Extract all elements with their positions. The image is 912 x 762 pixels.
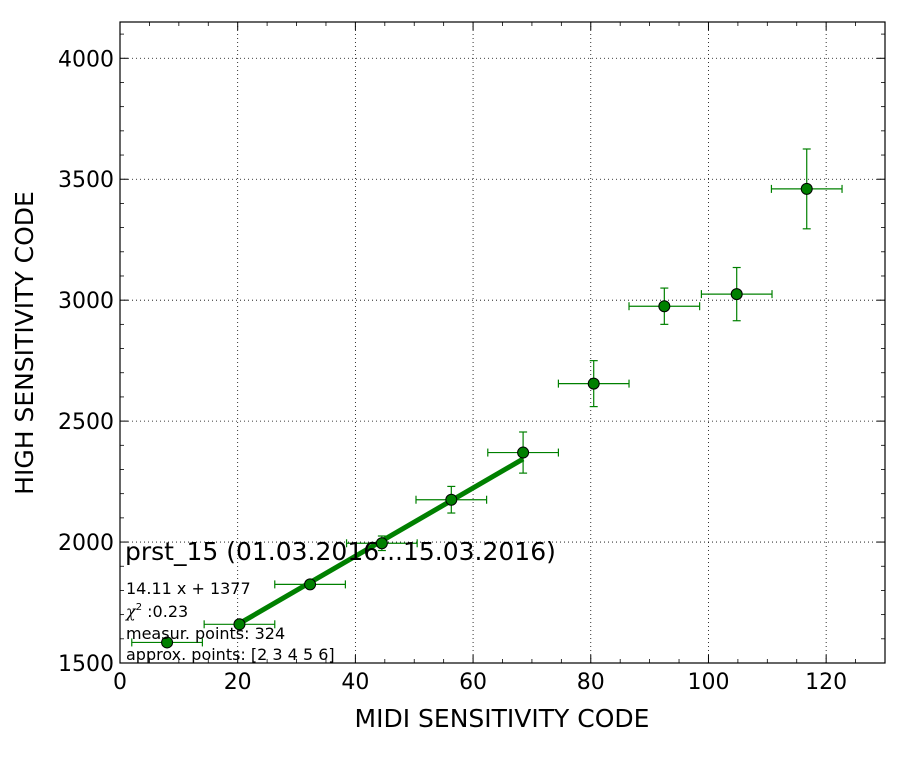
data-point	[587, 377, 600, 390]
x-axis-title: MIDI SENSITIVITY CODE	[355, 704, 650, 733]
chi-superscript: 2	[136, 602, 142, 613]
major-ticks	[119, 22, 885, 664]
data-point	[161, 636, 174, 649]
x-tick-label: 20	[224, 670, 252, 695]
x-tick-label: 40	[341, 670, 369, 695]
minor-ticks	[120, 22, 886, 663]
annotation-block: prst_15 (01.03.2016...15.03.2016) 14.11 …	[125, 537, 556, 664]
annotation-measur-points: measur. points: 324	[126, 624, 285, 643]
data-point	[375, 537, 388, 550]
y-tick-label: 2500	[58, 410, 114, 435]
y-tick-label: 1500	[58, 652, 114, 677]
annotation-title: prst_15 (01.03.2016...15.03.2016)	[125, 537, 556, 566]
y-tick-label: 3000	[58, 289, 114, 314]
x-tick-label: 0	[113, 670, 127, 695]
plot-area	[120, 22, 885, 663]
x-tick-label: 100	[687, 670, 729, 695]
x-tick-label: 80	[577, 670, 605, 695]
data-points	[161, 182, 813, 649]
chi-symbol: χ	[125, 602, 137, 621]
data-point	[658, 300, 671, 313]
annotation-chi-squared: χ2 :0.23	[125, 602, 188, 621]
x-tick-label: 60	[459, 670, 487, 695]
annotation-approx-points: approx. points: [2 3 4 5 6]	[126, 645, 335, 664]
y-tick-labels: 1500 2000 2500 3000 3500 4000	[58, 47, 114, 677]
chi-value: :0.23	[142, 602, 188, 621]
data-point	[445, 493, 458, 506]
annotation-equation: 14.11 x + 1377	[126, 579, 251, 598]
y-tick-label: 2000	[58, 531, 114, 556]
data-point	[517, 446, 530, 459]
data-point	[233, 618, 246, 631]
data-point	[730, 288, 743, 301]
x-tick-label: 120	[805, 670, 847, 695]
plot-frame	[119, 21, 886, 664]
y-axis-title: HIGH SENSITIVITY CODE	[10, 191, 39, 495]
y-tick-label: 3500	[58, 168, 114, 193]
y-tick-label: 4000	[58, 47, 114, 72]
grid	[120, 22, 885, 663]
data-point	[304, 578, 317, 591]
data-point	[800, 182, 813, 195]
x-tick-labels: 0 20 40 60 80 100 120	[113, 670, 847, 695]
